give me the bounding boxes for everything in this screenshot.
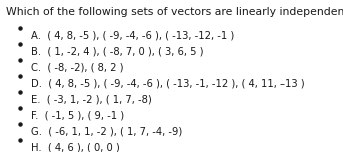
Text: E.  ( -3, 1, -2 ), ( 1, 7, -8): E. ( -3, 1, -2 ), ( 1, 7, -8): [31, 94, 152, 104]
Text: G.  ( -6, 1, 1, -2 ), ( 1, 7, -4, -9): G. ( -6, 1, 1, -2 ), ( 1, 7, -4, -9): [31, 126, 182, 136]
Text: Which of the following sets of vectors are linearly independent?: Which of the following sets of vectors a…: [6, 7, 343, 17]
Text: A.  ( 4, 8, -5 ), ( -9, -4, -6 ), ( -13, -12, -1 ): A. ( 4, 8, -5 ), ( -9, -4, -6 ), ( -13, …: [31, 30, 234, 40]
Text: F.  ( -1, 5 ), ( 9, -1 ): F. ( -1, 5 ), ( 9, -1 ): [31, 110, 124, 120]
Text: C.  ( -8, -2), ( 8, 2 ): C. ( -8, -2), ( 8, 2 ): [31, 62, 123, 72]
Text: B.  ( 1, -2, 4 ), ( -8, 7, 0 ), ( 3, 6, 5 ): B. ( 1, -2, 4 ), ( -8, 7, 0 ), ( 3, 6, 5…: [31, 46, 203, 56]
Text: H.  ( 4, 6 ), ( 0, 0 ): H. ( 4, 6 ), ( 0, 0 ): [31, 142, 120, 152]
Text: D.  ( 4, 8, -5 ), ( -9, -4, -6 ), ( -13, -1, -12 ), ( 4, 11, –13 ): D. ( 4, 8, -5 ), ( -9, -4, -6 ), ( -13, …: [31, 78, 305, 88]
